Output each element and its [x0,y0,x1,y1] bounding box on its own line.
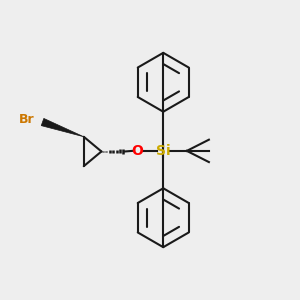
Text: Br: Br [19,112,34,126]
Text: Si: Si [156,144,171,158]
Text: O: O [131,144,143,158]
Polygon shape [41,118,84,137]
